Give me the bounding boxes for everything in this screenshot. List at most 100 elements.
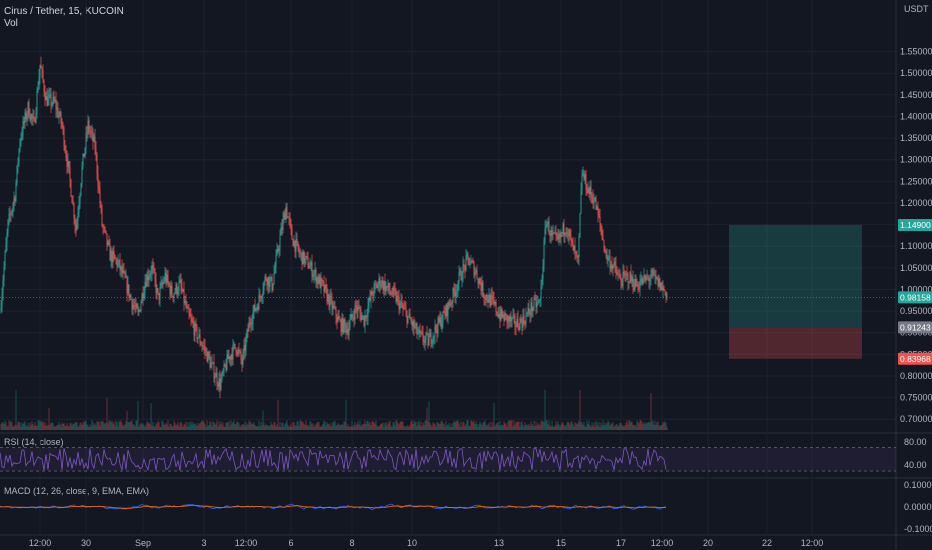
- volume-bar: [51, 422, 53, 430]
- volume-bar: [326, 422, 328, 430]
- candle-body: [297, 241, 299, 249]
- candle-body: [101, 207, 103, 226]
- candle-body: [122, 270, 124, 274]
- candle-body: [165, 273, 167, 283]
- volume-bar: [339, 425, 341, 430]
- volume-bar: [536, 425, 538, 430]
- candle-body: [309, 265, 311, 269]
- candle-body: [144, 282, 146, 293]
- candle-body: [48, 94, 50, 98]
- candle-body: [346, 329, 348, 333]
- candle-body: [389, 290, 391, 293]
- volume-bar: [99, 425, 101, 430]
- volume-bar: [547, 424, 549, 430]
- candle-body: [127, 284, 129, 294]
- candle-body: [2, 281, 4, 294]
- candle-body: [289, 218, 291, 223]
- candle-body: [29, 117, 31, 120]
- time-tick-label: 6: [288, 538, 293, 548]
- candle-body: [629, 272, 631, 283]
- volume-legend[interactable]: Vol: [4, 18, 18, 29]
- candle-body: [248, 322, 250, 332]
- volume-bar: [641, 421, 643, 430]
- volume-bar: [17, 421, 19, 430]
- volume-bar: [532, 425, 534, 430]
- volume-bar: [65, 425, 67, 430]
- time-tick-label: 12:00: [651, 538, 674, 548]
- volume-bar: [315, 424, 317, 430]
- volume-bar: [283, 426, 285, 430]
- candle-body: [415, 323, 417, 327]
- candle-body: [397, 296, 399, 297]
- candle-body: [264, 276, 266, 283]
- volume-bar: [112, 423, 114, 430]
- volume-bar: [319, 426, 321, 430]
- candle-body: [207, 352, 209, 362]
- volume-bar: [612, 422, 614, 430]
- interval-label[interactable]: 15: [68, 6, 80, 17]
- candle-body: [40, 64, 42, 69]
- candle-body: [614, 261, 616, 265]
- symbol-name[interactable]: Cirus / Tether: [4, 6, 63, 17]
- candle-body: [586, 190, 588, 193]
- macd-legend[interactable]: MACD (12, 26, close, 9, EMA, EMA): [4, 486, 150, 496]
- candle-body: [230, 354, 232, 360]
- volume-bar: [469, 425, 471, 430]
- volume-bar: [665, 422, 667, 430]
- volume-bar: [116, 422, 118, 430]
- candle-body: [404, 308, 406, 309]
- candle-body: [637, 284, 639, 289]
- volume-bar: [229, 426, 231, 430]
- volume-bar: [20, 426, 22, 430]
- candle-body: [550, 229, 552, 237]
- candle-body: [616, 271, 618, 276]
- candle-body: [74, 218, 76, 225]
- volume-bar: [430, 424, 432, 430]
- volume-bar: [256, 426, 258, 430]
- volume-bar: [456, 420, 458, 430]
- volume-bar: [10, 422, 12, 430]
- candle-body: [196, 326, 198, 340]
- candle-body: [5, 243, 7, 253]
- candle-body: [150, 273, 152, 275]
- volume-bar: [427, 421, 429, 430]
- volume-bar: [639, 420, 641, 430]
- volume-bars: [0, 390, 668, 430]
- volume-bar: [495, 424, 497, 430]
- volume-bar: [606, 423, 608, 430]
- candle-body: [58, 115, 60, 118]
- candle-body: [20, 136, 22, 142]
- candle-body: [582, 173, 584, 176]
- candle-body: [154, 270, 156, 280]
- rsi-legend[interactable]: RSI (14, close): [4, 437, 64, 447]
- candle-body: [623, 271, 625, 274]
- volume-bar: [602, 420, 604, 430]
- candle-body: [571, 238, 573, 241]
- volume-bar: [271, 424, 273, 430]
- candle-body: [624, 273, 626, 276]
- volume-bar: [329, 426, 331, 430]
- volume-bar: [477, 426, 479, 430]
- volume-bar: [384, 423, 386, 430]
- candle-body: [30, 114, 32, 120]
- volume-bar: [151, 425, 153, 430]
- candle-body: [476, 270, 478, 279]
- candle-body: [158, 293, 160, 300]
- volume-bar: [158, 422, 160, 430]
- candle-body: [634, 278, 636, 291]
- candle-body: [642, 277, 644, 285]
- volume-bar: [508, 420, 510, 430]
- volume-bar: [190, 421, 192, 430]
- volume-bar: [461, 426, 463, 430]
- volume-bar: [513, 420, 515, 430]
- last-price-label: 0.98158: [900, 292, 931, 302]
- volume-bar: [64, 425, 66, 430]
- volume-bar: [300, 420, 302, 430]
- candle-body: [53, 96, 55, 102]
- volume-bar: [627, 424, 629, 430]
- candle-body: [227, 354, 229, 359]
- volume-bar: [523, 426, 525, 430]
- candle-body: [326, 288, 328, 302]
- candle-body: [93, 136, 95, 142]
